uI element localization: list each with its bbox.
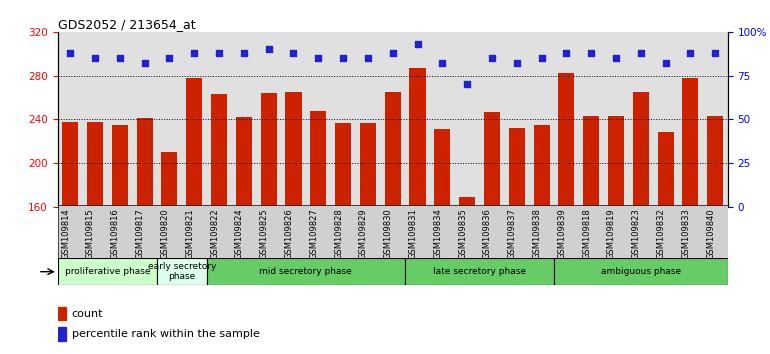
Bar [583,116,599,207]
Text: GSM109835: GSM109835 [458,208,467,259]
Text: percentile rank within the sample: percentile rank within the sample [72,329,259,339]
Bar [682,78,698,207]
Bar [534,125,550,207]
Bar [707,116,723,207]
Bar [162,152,177,207]
Text: GSM109836: GSM109836 [483,208,492,259]
Text: GSM109839: GSM109839 [557,208,567,259]
Point [163,55,176,61]
Point [188,50,200,56]
Bar [658,132,674,207]
Bar [62,122,79,207]
Bar [608,116,624,207]
Text: GSM109830: GSM109830 [383,208,393,259]
Text: GSM109824: GSM109824 [235,208,244,259]
Bar [236,117,252,207]
Point [561,50,573,56]
Bar [434,129,450,207]
Text: GSM109816: GSM109816 [111,208,120,259]
Bar [335,123,351,207]
Point [114,55,126,61]
Point [387,50,399,56]
Text: GSM109826: GSM109826 [284,208,293,259]
Point [312,55,324,61]
Bar [136,118,152,207]
Point [139,61,151,66]
Text: GSM109819: GSM109819 [607,208,616,259]
Text: GSM109838: GSM109838 [533,208,541,259]
Point [486,55,498,61]
Text: GSM109825: GSM109825 [259,208,269,259]
Point [238,50,250,56]
Bar [186,78,203,207]
Point [709,50,721,56]
Text: GSM109814: GSM109814 [61,208,70,259]
Point [585,50,598,56]
Point [436,61,448,66]
Bar [157,258,206,285]
Bar [87,122,103,207]
Bar [206,258,405,285]
Point [685,50,697,56]
Text: GSM109828: GSM109828 [334,208,343,259]
Text: count: count [72,309,103,319]
Point [511,61,523,66]
Bar [554,258,728,285]
Point [610,55,622,61]
Bar [405,258,554,285]
Text: GSM109833: GSM109833 [681,208,691,259]
Point [337,55,350,61]
Bar [310,111,326,207]
Bar [484,112,500,207]
Text: GSM109831: GSM109831 [409,208,417,259]
Text: GSM109817: GSM109817 [136,208,145,259]
Text: early secretory
phase: early secretory phase [148,262,216,281]
Bar [260,93,276,207]
Text: GDS2052 / 213654_at: GDS2052 / 213654_at [58,18,196,31]
Point [287,50,300,56]
Text: ambiguous phase: ambiguous phase [601,267,681,276]
Text: GSM109821: GSM109821 [186,208,194,259]
Text: GSM109815: GSM109815 [86,208,95,259]
Point [213,50,225,56]
Text: GSM109823: GSM109823 [632,208,641,259]
Point [659,61,671,66]
Text: GSM109829: GSM109829 [359,208,368,259]
Text: GSM109822: GSM109822 [210,208,219,259]
Bar [58,258,157,285]
Bar [459,197,475,207]
Bar [509,128,525,207]
Bar [286,92,302,207]
Bar [211,94,227,207]
Point [634,50,647,56]
Text: GSM109827: GSM109827 [310,208,318,259]
Point [263,46,275,52]
Bar [385,92,400,207]
Text: GSM109840: GSM109840 [706,208,715,259]
Bar [58,307,66,320]
Bar [360,123,376,207]
Text: GSM109834: GSM109834 [434,208,442,259]
Bar [558,74,574,207]
Point [64,50,76,56]
Text: GSM109820: GSM109820 [160,208,169,259]
Point [535,55,547,61]
Bar [633,92,649,207]
Text: GSM109832: GSM109832 [657,208,665,259]
Text: GSM109837: GSM109837 [507,208,517,259]
Text: late secretory phase: late secretory phase [433,267,526,276]
Bar [58,327,66,341]
Point [461,81,474,87]
Text: mid secretory phase: mid secretory phase [259,267,352,276]
Text: GSM109818: GSM109818 [582,208,591,259]
Bar [112,125,128,207]
Point [411,41,424,47]
Text: proliferative phase: proliferative phase [65,267,150,276]
Point [89,55,101,61]
Point [362,55,374,61]
Bar [410,68,426,207]
